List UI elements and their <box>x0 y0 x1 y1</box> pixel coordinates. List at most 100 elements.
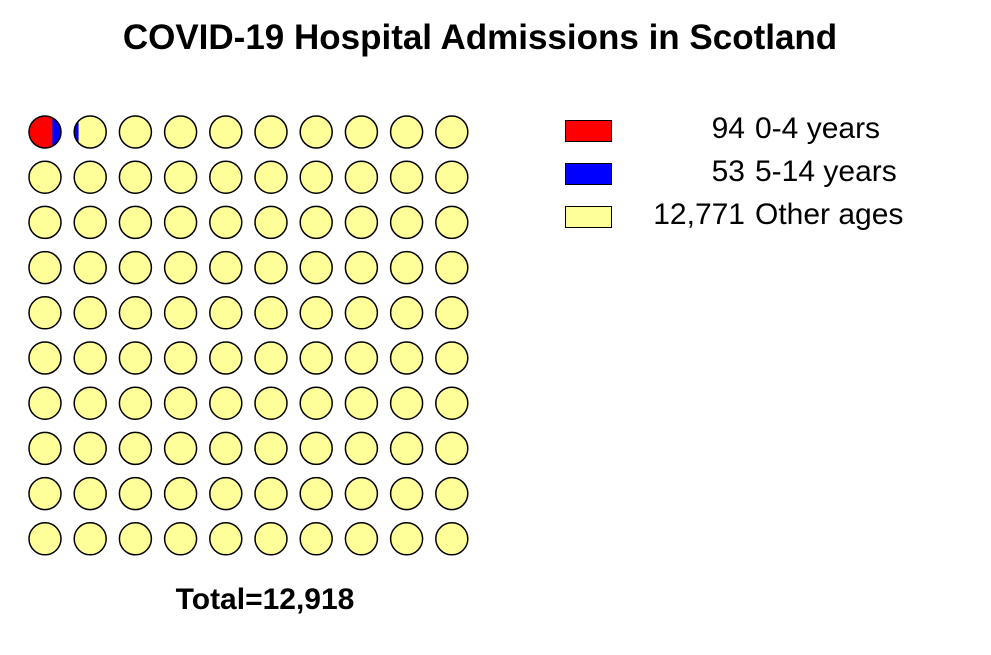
waffle-circle <box>254 250 288 285</box>
waffle-circle <box>389 160 424 194</box>
waffle-circle <box>254 160 288 194</box>
waffle-circle <box>73 160 107 194</box>
waffle-circle <box>254 476 288 511</box>
waffle-cell <box>435 115 469 149</box>
waffle-cell <box>344 205 379 240</box>
waffle-cell <box>73 522 107 556</box>
waffle-cell <box>344 431 379 466</box>
waffle-cell <box>389 386 424 420</box>
legend-value-0-4: 94 <box>711 112 745 145</box>
waffle-circle <box>118 296 153 330</box>
legend: 94 0-4 years 53 5-14 years 12,771 Other … <box>565 110 985 239</box>
waffle-circle <box>118 476 153 511</box>
waffle-circle <box>299 205 333 240</box>
waffle-circle <box>209 250 243 285</box>
waffle-cell <box>435 250 469 285</box>
waffle-cell <box>389 476 424 511</box>
waffle-cell <box>435 431 469 466</box>
waffle-circle <box>118 250 153 285</box>
waffle-circle <box>163 250 198 285</box>
waffle-circle <box>299 431 333 466</box>
waffle-cell <box>163 476 198 511</box>
legend-swatch-0-4 <box>565 120 612 142</box>
legend-value-5-14: 53 <box>711 155 745 188</box>
waffle-circle <box>299 115 333 149</box>
waffle-cell <box>299 476 333 511</box>
waffle-circle <box>389 115 424 149</box>
waffle-circle <box>118 522 153 556</box>
waffle-circle <box>163 341 198 375</box>
waffle-circle <box>28 431 62 466</box>
waffle-circle <box>163 386 198 420</box>
waffle-cell <box>209 115 243 149</box>
waffle-circle <box>344 341 379 375</box>
waffle-cell <box>254 250 288 285</box>
waffle-cell <box>389 341 424 375</box>
waffle-cell <box>73 386 107 420</box>
waffle-circle <box>344 431 379 466</box>
waffle-cell <box>299 205 333 240</box>
waffle-circle <box>118 160 153 194</box>
waffle-circle <box>28 160 62 194</box>
waffle-cell <box>73 160 107 194</box>
legend-item-other-ages: 12,771 Other ages <box>565 196 985 239</box>
waffle-circle <box>163 160 198 194</box>
waffle-cell <box>163 386 198 420</box>
waffle-cell <box>209 431 243 466</box>
waffle-circle <box>254 431 288 466</box>
waffle-circle <box>254 522 288 556</box>
waffle-circle <box>209 296 243 330</box>
waffle-circle <box>299 386 333 420</box>
waffle-circle <box>209 160 243 194</box>
waffle-circle <box>28 296 62 330</box>
waffle-cell <box>254 160 288 194</box>
waffle-cell <box>163 522 198 556</box>
waffle-cell <box>299 341 333 375</box>
waffle-cell <box>28 431 62 466</box>
waffle-cell <box>254 431 288 466</box>
waffle-circle <box>299 341 333 375</box>
waffle-circle <box>254 341 288 375</box>
waffle-circle <box>163 522 198 556</box>
waffle-cell <box>73 250 107 285</box>
waffle-cell <box>163 205 198 240</box>
waffle-circle <box>435 296 469 330</box>
waffle-circle <box>118 205 153 240</box>
waffle-circle <box>73 522 107 556</box>
waffle-cell <box>118 250 153 285</box>
waffle-cell <box>163 431 198 466</box>
waffle-cell <box>435 522 469 556</box>
waffle-cell <box>435 341 469 375</box>
waffle-cell <box>254 205 288 240</box>
waffle-circle <box>389 296 424 330</box>
waffle-cell <box>389 522 424 556</box>
waffle-circle <box>163 115 198 149</box>
legend-item-5-14: 53 5-14 years <box>565 153 985 196</box>
waffle-circle <box>299 160 333 194</box>
waffle-circle <box>209 205 243 240</box>
waffle-cell <box>389 160 424 194</box>
waffle-circle <box>435 205 469 240</box>
waffle-segment <box>74 116 79 148</box>
waffle-cell <box>209 296 243 330</box>
waffle-circle <box>209 431 243 466</box>
waffle-cell <box>344 341 379 375</box>
waffle-circle <box>435 341 469 375</box>
waffle-cell <box>28 205 62 240</box>
waffle-cell <box>209 476 243 511</box>
waffle-cell <box>389 296 424 330</box>
waffle-circle <box>254 296 288 330</box>
waffle-cell <box>118 296 153 330</box>
waffle-circle <box>28 386 62 420</box>
waffle-cell <box>344 160 379 194</box>
waffle-cell <box>254 341 288 375</box>
waffle-cell <box>299 386 333 420</box>
waffle-circle <box>163 205 198 240</box>
waffle-cell <box>254 296 288 330</box>
waffle-circle <box>344 476 379 511</box>
waffle-cell <box>435 476 469 511</box>
waffle-cell <box>118 205 153 240</box>
waffle-circle <box>209 386 243 420</box>
waffle-cell <box>163 115 198 149</box>
